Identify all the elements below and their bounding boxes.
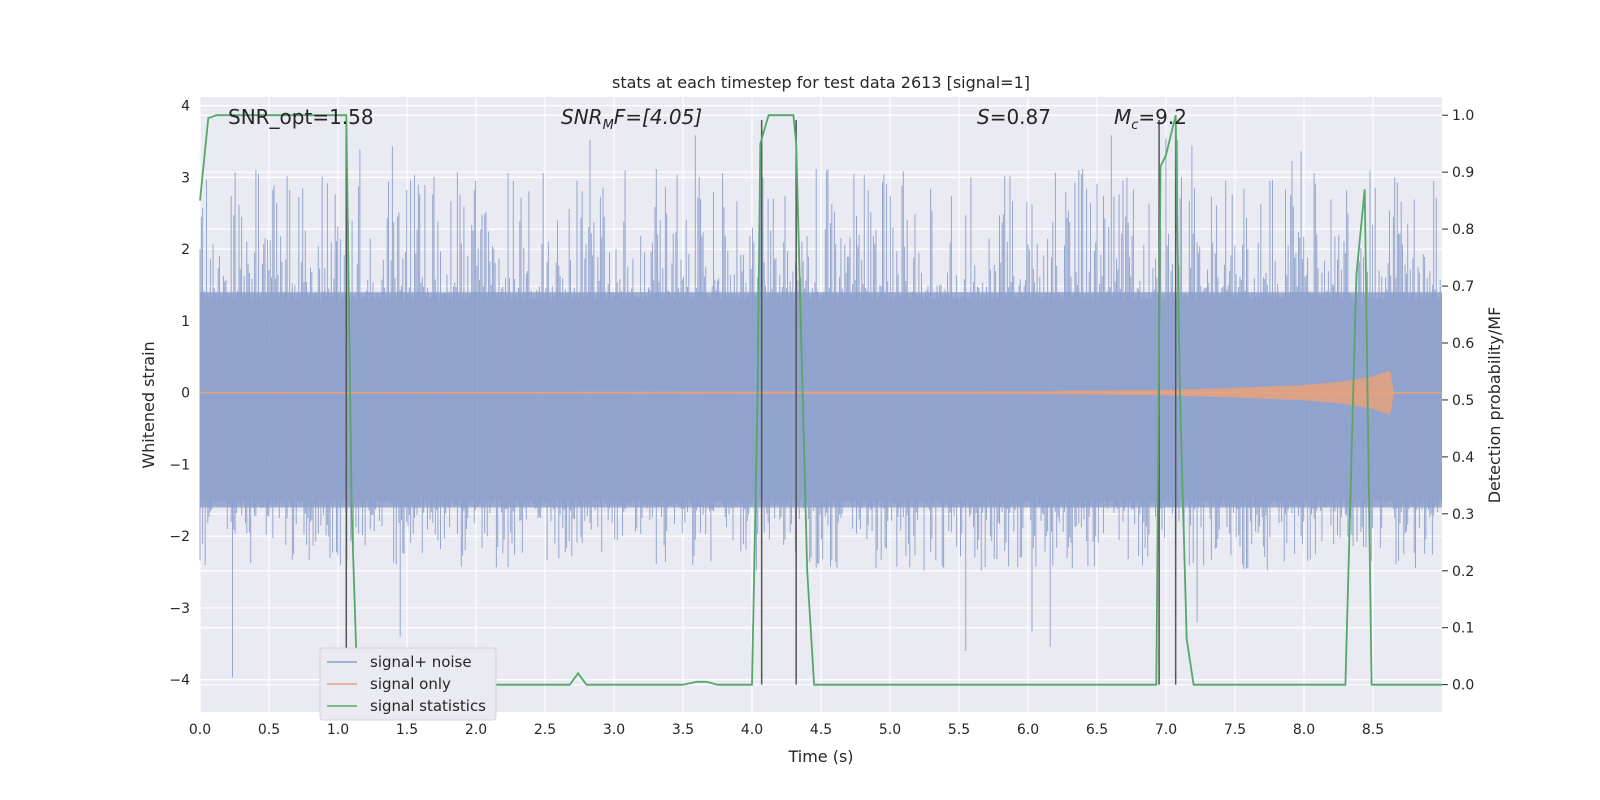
annotation-snr-mf: SNRMF=[4.05]	[561, 105, 702, 133]
y-left-tick-label-7: −3	[169, 601, 190, 617]
snr-mf-sub: M	[603, 118, 614, 133]
chart-title: stats at each timestep for test data 261…	[612, 73, 1030, 92]
y-left-tick-label-1: 3	[181, 170, 190, 186]
noise-trace	[199, 135, 1442, 678]
y-left-tick-label-3: 1	[181, 314, 190, 330]
y-right-tick-label-7: 0.3	[1452, 507, 1474, 523]
noise-series-signal-plus-noise	[199, 135, 1442, 678]
y-right-tick-label-5: 0.5	[1452, 393, 1474, 409]
mc-main: M	[1114, 105, 1131, 129]
x-tick-label-16: 8.0	[1293, 722, 1315, 738]
x-tick-label-10: 5.0	[879, 722, 901, 738]
x-tick-label-1: 0.5	[258, 722, 280, 738]
snr-mf-main: SNR	[561, 105, 603, 129]
x-tick-label-3: 1.5	[396, 722, 418, 738]
annotation-s: S=0.87	[977, 105, 1051, 129]
y-right-tick-label-9: 0.1	[1452, 621, 1474, 637]
legend: signal+ noise signal only signal statist…	[319, 647, 497, 721]
x-tick-label-15: 7.5	[1224, 722, 1246, 738]
y-left-tick-label-4: 0	[181, 386, 190, 402]
mc-sub: c	[1131, 118, 1138, 133]
x-axis-label: Time (s)	[787, 747, 853, 766]
snr-mf-tail: F=[4.05]	[614, 105, 702, 129]
x-tick-label-14: 7.0	[1155, 722, 1177, 738]
legend-label-signal-only: signal only	[370, 675, 451, 693]
y-left-tick-label-0: 4	[181, 99, 190, 115]
s-tail: =0.87	[990, 105, 1051, 129]
y-left-tick-label-2: 2	[181, 242, 190, 258]
y-right-tick-label-3: 0.7	[1452, 279, 1474, 295]
x-tick-label-11: 5.5	[948, 722, 970, 738]
x-tick-label-9: 4.5	[810, 722, 832, 738]
y-left-tick-label-5: −1	[169, 457, 190, 473]
s-main: S	[977, 105, 990, 129]
y-left-tick-label-6: −2	[169, 529, 190, 545]
x-tick-label-2: 1.0	[327, 722, 349, 738]
x-tick-label-13: 6.5	[1086, 722, 1108, 738]
y-right-tick-label-4: 0.6	[1452, 336, 1474, 352]
annotation-mc: Mc=9.2	[1114, 105, 1187, 133]
y-right-tick-label-8: 0.2	[1452, 564, 1474, 580]
y-left-tick-label-8: −4	[169, 673, 190, 689]
y-right-tick-label-10: 0.0	[1452, 678, 1474, 694]
y-left-axis-ticks: 4 3 2 1 0 −1 −2 −3 −4	[169, 99, 190, 689]
x-tick-label-6: 3.0	[603, 722, 625, 738]
x-tick-label-5: 2.5	[534, 722, 556, 738]
y-axis-left-label: Whitened strain	[139, 341, 158, 468]
signal-only-chirp	[199, 370, 1442, 415]
y-right-tick-label-0: 1.0	[1452, 108, 1474, 124]
legend-label-statistics: signal statistics	[370, 697, 486, 715]
y-right-tick-label-6: 0.4	[1452, 450, 1474, 466]
x-tick-label-7: 3.5	[672, 722, 694, 738]
legend-label-noise: signal+ noise	[370, 653, 472, 671]
y-right-axis-ticks: 1.0 0.9 0.8 0.7 0.6 0.5 0.4 0.3 0.2 0.1 0.0	[1442, 108, 1474, 694]
y-right-tick-label-2: 0.8	[1452, 222, 1474, 238]
y-axis-right-label: Detection probability/MF	[1485, 307, 1504, 504]
annotation-snr-opt: SNR_opt=1.58	[228, 105, 374, 129]
x-tick-label-0: 0.0	[189, 722, 211, 738]
x-axis-ticks: 0.0 0.5 1.0 1.5 2.0 2.5 3.0 3.5 4.0 4.5 5.0 5.5 6.0 6…	[189, 722, 1384, 738]
mc-tail: =9.2	[1138, 105, 1187, 129]
x-tick-label-4: 2.0	[465, 722, 487, 738]
legend-box	[319, 647, 497, 721]
x-tick-label-8: 4.0	[741, 722, 763, 738]
series-signal-only	[199, 370, 1442, 415]
x-tick-label-12: 6.0	[1017, 722, 1039, 738]
y-right-tick-label-1: 0.9	[1452, 165, 1474, 181]
x-tick-label-17: 8.5	[1362, 722, 1384, 738]
